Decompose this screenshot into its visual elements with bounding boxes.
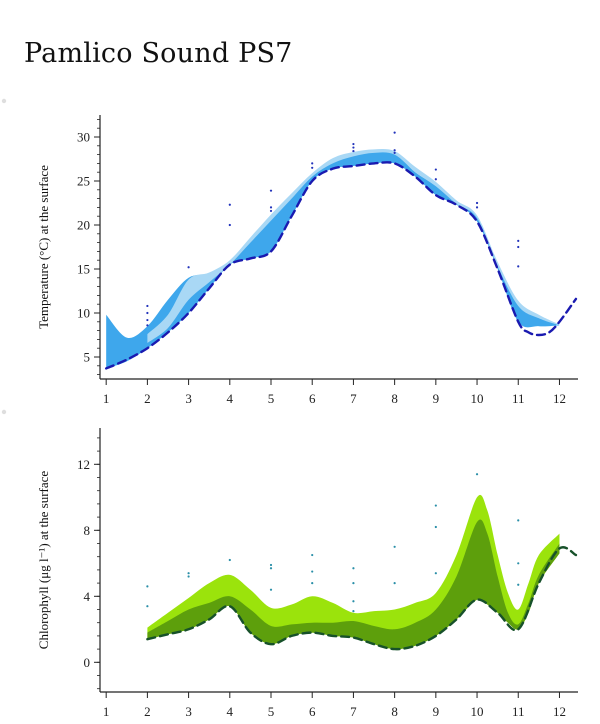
temperature-inner-band: [147, 149, 560, 343]
temperature-series-line-0: [104, 161, 578, 370]
temperature-data-point: [146, 304, 149, 308]
chlorophyll-data-point: [393, 545, 396, 548]
temperature-data-point: [269, 189, 273, 192]
temperature-outer-band: [106, 150, 560, 369]
chlorophyll-y-axis-label: Chlorophyll (μg l⁻¹) at the surface: [36, 471, 51, 650]
chlorophyll-data-point: [517, 583, 520, 586]
chlorophyll-series-line-0: [146, 546, 578, 651]
chlorophyll-x-tick-label: 10: [471, 704, 484, 719]
chlorophyll-data-point: [352, 600, 355, 603]
temperature-data-point: [393, 151, 396, 154]
temperature-y-tick-label: 5: [84, 350, 91, 365]
chlorophyll-data-point: [187, 572, 190, 575]
temperature-x-tick-label: 7: [350, 391, 357, 406]
chlorophyll-data-point: [517, 519, 520, 522]
temperature-y-tick-label: 25: [77, 174, 90, 189]
chlorophyll-data-point: [434, 525, 437, 529]
temperature-data-point: [434, 178, 437, 181]
chlorophyll-data-point: [269, 563, 273, 567]
temperature-data-point: [517, 239, 520, 242]
temperature-data-point: [517, 265, 520, 268]
chlorophyll-x-tick-label: 7: [350, 704, 357, 719]
chlorophyll-data-point: [352, 567, 355, 570]
chlorophyll-data-point: [352, 582, 355, 585]
temperature-x-tick-label: 12: [553, 391, 566, 406]
temperature-data-point: [187, 266, 190, 269]
temperature-data-point: [393, 131, 396, 134]
chlorophyll-x-tick-label: 4: [227, 704, 234, 719]
chlorophyll-data-point: [517, 562, 520, 565]
temperature-x-tick-label: 6: [309, 391, 316, 406]
chlorophyll-x-tick-label: 9: [433, 704, 440, 719]
chlorophyll-data-point: [269, 588, 273, 591]
temperature-x-tick-label: 1: [103, 391, 110, 406]
chlorophyll-inner-band: [147, 519, 560, 650]
chlorophyll-data-point: [311, 582, 314, 585]
chlorophyll-x-tick-label: 1: [103, 704, 110, 719]
temperature-x-tick-label: 8: [391, 391, 398, 406]
page-title: Pamlico Sound PS7: [24, 38, 293, 69]
temperature-data-point: [352, 142, 355, 146]
temperature-data-point: [434, 168, 437, 171]
temperature-y-axis-label: Temperature (°C) at the surface: [36, 165, 51, 329]
chlorophyll-data-point: [187, 575, 190, 578]
temperature-x-tick-label: 4: [227, 391, 234, 406]
temperature-x-tick-label: 9: [433, 391, 440, 406]
temperature-y-tick-label: 10: [77, 306, 90, 321]
temperature-data-point: [475, 206, 479, 209]
temperature-data-point: [352, 146, 355, 149]
temperature-y-tick-label: 20: [77, 218, 90, 233]
temperature-data-point: [352, 149, 355, 153]
chlorophyll-data-point: [311, 570, 314, 573]
chlorophyll-data-point: [434, 572, 437, 575]
temperature-data-point: [311, 162, 314, 165]
chlorophyll-x-tick-label: 6: [309, 704, 316, 719]
chlorophyll-y-tick-label: 0: [84, 655, 91, 670]
temperature-x-tick-label: 5: [268, 391, 275, 406]
temperature-data-point: [146, 318, 149, 322]
chlorophyll-data-point: [146, 585, 149, 588]
temperature-x-tick-label: 10: [471, 391, 484, 406]
temperature-data-point: [146, 324, 149, 327]
chlorophyll-y-tick-label: 4: [84, 589, 91, 604]
chlorophyll-x-tick-label: 3: [185, 704, 192, 719]
margin-dot: [1, 98, 7, 104]
temperature-data-point: [475, 201, 479, 205]
temperature-y-tick-label: 15: [77, 262, 90, 277]
temperature-data-point: [517, 245, 520, 249]
temperature-data-point: [269, 209, 273, 213]
chlorophyll-data-point: [352, 610, 355, 613]
chlorophyll-data-point: [269, 567, 273, 570]
temperature-data-point: [228, 203, 231, 206]
chlorophyll-y-tick-label: 12: [77, 457, 90, 472]
temperature-x-tick-label: 11: [512, 391, 525, 406]
chlorophyll-data-point: [146, 605, 149, 608]
chlorophyll-x-tick-label: 8: [391, 704, 398, 719]
chlorophyll-data-point: [228, 558, 231, 562]
temperature-x-tick-label: 2: [144, 391, 151, 406]
chlorophyll-x-tick-label: 11: [512, 704, 525, 719]
chlorophyll-data-point: [393, 582, 396, 585]
chlorophyll-data-point: [311, 553, 314, 557]
chlorophyll-data-point: [475, 473, 479, 476]
chlorophyll-x-tick-label: 5: [268, 704, 275, 719]
chlorophyll-data-point: [434, 504, 437, 507]
temperature-data-point: [393, 149, 396, 152]
temperature-x-tick-label: 3: [185, 391, 192, 406]
temperature-data-point: [228, 223, 231, 227]
temperature-y-tick-label: 30: [77, 130, 90, 145]
chlorophyll-x-tick-label: 2: [144, 704, 151, 719]
chlorophyll-y-tick-label: 8: [84, 523, 91, 538]
margin-dot: [1, 409, 7, 415]
temperature-data-point: [269, 206, 273, 209]
chlorophyll-x-tick-label: 12: [553, 704, 566, 719]
temperature-data-point: [146, 311, 149, 315]
temperature-data-point: [311, 166, 314, 169]
